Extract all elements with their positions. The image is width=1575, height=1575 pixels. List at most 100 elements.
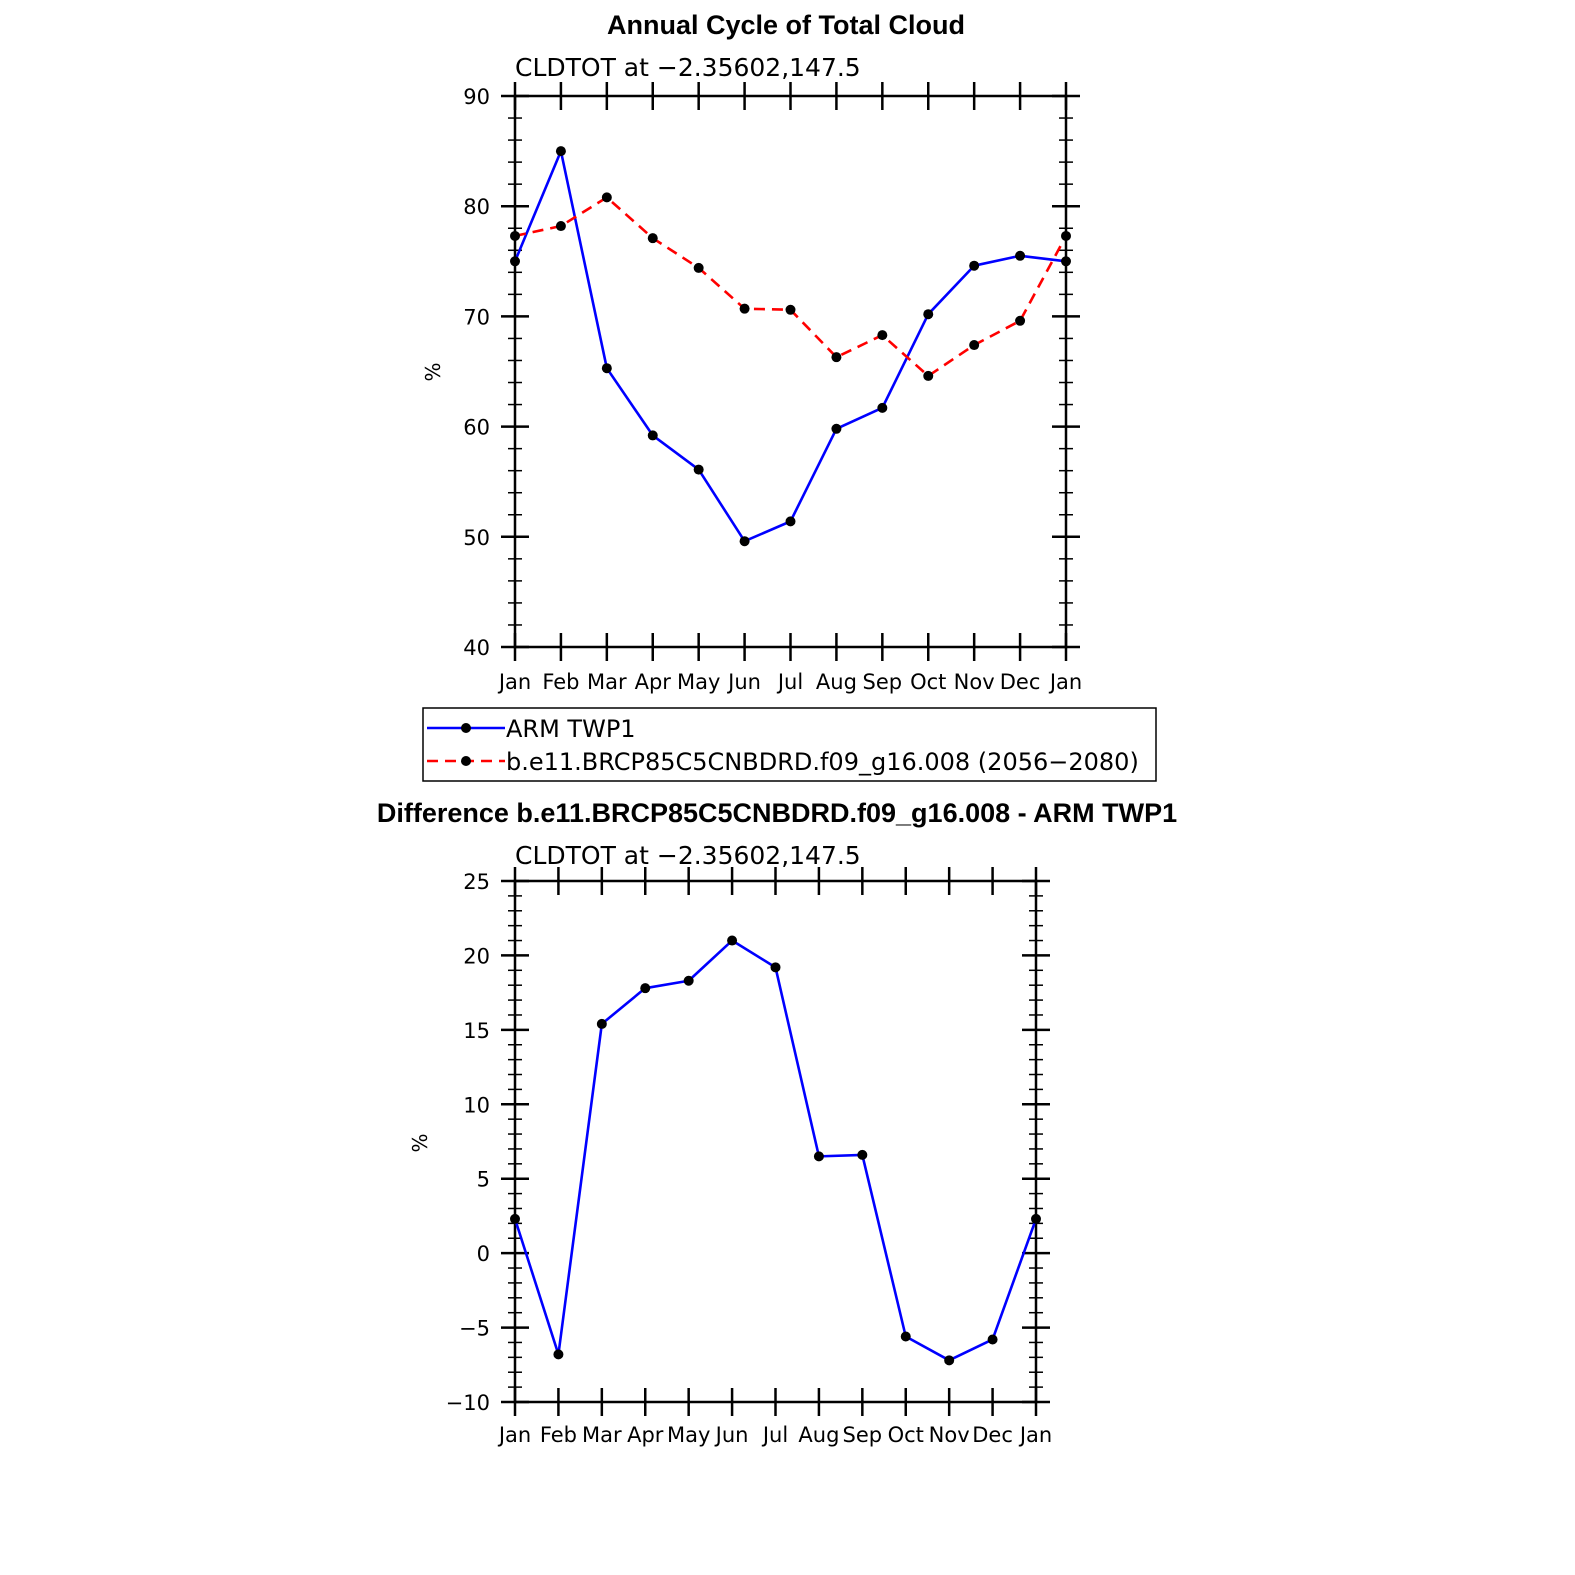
y-axis-label: % — [408, 1133, 432, 1152]
data-point — [1015, 250, 1026, 261]
data-point — [683, 975, 694, 986]
chart-series — [510, 935, 1041, 1366]
data-point — [831, 423, 842, 434]
y-tick-label: 40 — [463, 636, 490, 660]
y-tick-label: 70 — [463, 305, 490, 329]
data-point — [1061, 256, 1071, 267]
plot-frame — [513, 879, 1038, 1404]
x-tick-label: May — [677, 670, 720, 694]
legend-marker-arm — [461, 723, 471, 733]
x-tick-label: Oct — [888, 1423, 924, 1447]
chart-series — [510, 146, 1071, 547]
x-tick-label: Mar — [587, 670, 627, 694]
y-tick-label: 0 — [477, 1242, 490, 1266]
data-point — [923, 370, 934, 381]
y-tick-label: 25 — [463, 870, 490, 894]
data-point — [739, 536, 750, 547]
x-tick-label: Nov — [954, 670, 995, 694]
legend-label-model: b.e11.BRCP85C5CNBDRD.f09_g16.008 (2056−2… — [506, 748, 1139, 776]
data-point — [831, 352, 842, 363]
y-axis-label: % — [421, 362, 445, 381]
data-point — [693, 262, 704, 273]
x-tick-label: Dec — [1000, 670, 1041, 694]
data-point — [553, 1349, 564, 1360]
y-tick-label: 90 — [463, 85, 490, 109]
x-tick-label: Sep — [843, 1423, 883, 1447]
x-tick-label: Jan — [1048, 670, 1082, 694]
data-point — [647, 233, 658, 244]
legend-label-arm: ARM TWP1 — [506, 715, 636, 743]
y-tick-label: 20 — [463, 944, 490, 968]
x-tick-label: Mar — [582, 1423, 622, 1447]
data-point — [770, 962, 781, 973]
data-point — [739, 303, 750, 314]
y-tick-label: 50 — [463, 526, 490, 550]
series-line-0 — [513, 149, 1067, 543]
x-tick-label: Oct — [910, 670, 946, 694]
data-point — [987, 1334, 998, 1345]
data-point — [857, 1149, 868, 1160]
data-point — [923, 309, 934, 320]
data-point — [877, 402, 888, 413]
x-tick-label: Jul — [776, 670, 803, 694]
data-point — [601, 192, 612, 203]
legend-marker-model — [461, 756, 471, 766]
x-tick-label: Feb — [540, 1423, 577, 1447]
data-point — [969, 340, 980, 351]
data-point — [944, 1355, 955, 1366]
data-point — [693, 464, 704, 475]
data-point — [510, 1213, 520, 1224]
x-tick-label: Jan — [497, 1423, 531, 1447]
y-tick-label: 15 — [463, 1019, 490, 1043]
y-tick-label: 5 — [477, 1168, 490, 1192]
x-tick-label: Jul — [761, 1423, 788, 1447]
data-point — [785, 304, 796, 315]
chart-title: Difference b.e11.BRCP85C5CNBDRD.f09_g16.… — [377, 798, 1177, 828]
data-point — [969, 260, 980, 271]
x-tick-label: Jan — [497, 670, 531, 694]
x-tick-label: Aug — [798, 1423, 839, 1447]
data-point — [555, 146, 566, 157]
chart-subtitle: CLDTOT at −2.35602,147.5 — [515, 53, 861, 82]
data-point — [785, 516, 796, 527]
y-tick-label: −5 — [459, 1317, 490, 1341]
data-point — [813, 1151, 824, 1162]
series-line-0 — [513, 939, 1038, 1362]
legend: ARM TWP1 b.e11.BRCP85C5CNBDRD.f09_g16.00… — [422, 707, 1157, 782]
x-tick-label: Feb — [542, 670, 579, 694]
chart-title: Annual Cycle of Total Cloud — [607, 10, 965, 40]
x-tick-label: Jan — [1018, 1423, 1052, 1447]
data-point — [647, 430, 658, 441]
data-point — [596, 1018, 607, 1029]
series-line-1 — [514, 196, 1068, 378]
data-point — [727, 935, 738, 946]
y-tick-label: 10 — [463, 1093, 490, 1117]
plot-frame — [513, 94, 1068, 649]
x-tick-label: Jun — [714, 1423, 749, 1447]
legend-box — [422, 707, 1157, 782]
chart-subtitle: CLDTOT at −2.35602,147.5 — [515, 841, 861, 870]
data-point — [640, 983, 651, 994]
x-tick-label: Jun — [726, 670, 761, 694]
y-tick-label: 80 — [463, 195, 490, 219]
chart-axes: −10 −5 0 5 10 15 20 25 Jan Feb Mar Apr May Jun Jul Aug S… — [408, 867, 1052, 1447]
x-tick-label: Aug — [816, 670, 857, 694]
difference-chart: Difference b.e11.BRCP85C5CNBDRD.f09_g16.… — [377, 798, 1177, 1447]
data-point — [510, 230, 520, 241]
data-point — [1031, 1213, 1041, 1224]
data-point — [900, 1331, 911, 1342]
chart-axes: 40 50 60 70 80 90 Jan Feb Mar Apr May Jun Jul Aug Sep O… — [421, 82, 1082, 694]
data-point — [555, 221, 566, 232]
x-tick-label: Sep — [863, 670, 903, 694]
data-point — [1015, 315, 1026, 326]
y-tick-label: 60 — [463, 416, 490, 440]
x-tick-label: Nov — [929, 1423, 970, 1447]
annual-cycle-chart: Annual Cycle of Total Cloud CLDTOT at −2… — [421, 10, 1082, 694]
x-tick-label: Dec — [972, 1423, 1013, 1447]
x-tick-label: May — [667, 1423, 710, 1447]
x-tick-label: Apr — [635, 670, 672, 694]
data-point — [601, 363, 612, 374]
y-tick-label: −10 — [446, 1391, 490, 1415]
data-point — [1061, 230, 1071, 241]
